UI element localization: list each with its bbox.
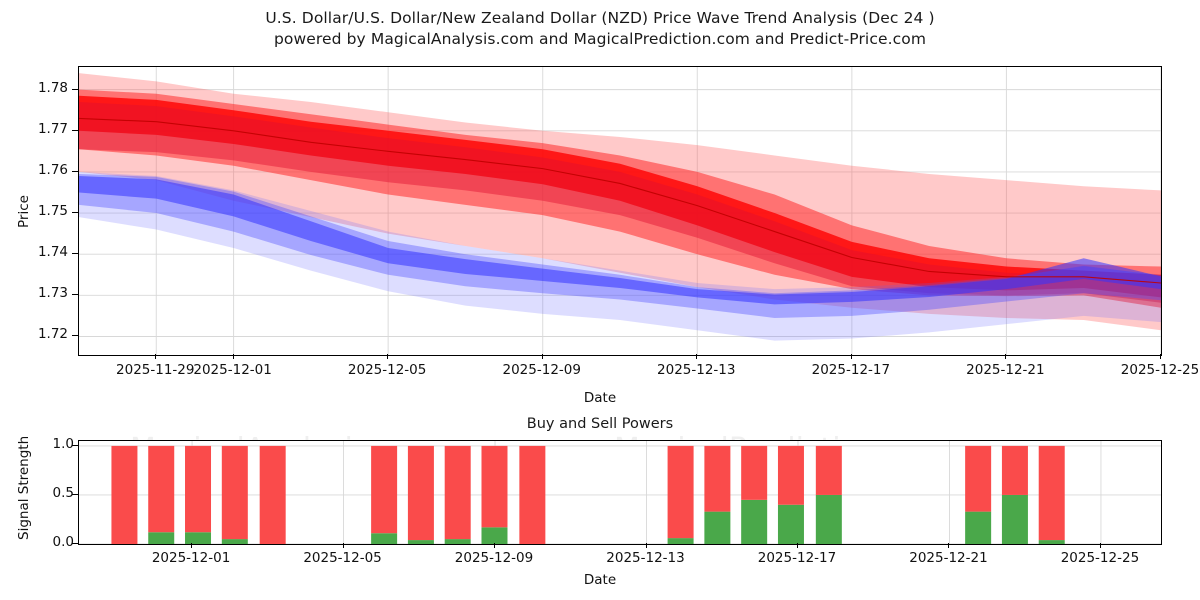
bar-y-tick-label: 1.0 <box>52 435 74 452</box>
bar-buy-segment <box>704 511 731 544</box>
bar-x-tick <box>796 543 798 548</box>
bar-chart-plot-area <box>78 440 1162 545</box>
price-x-tick-label: 2025-12-05 <box>347 362 427 378</box>
price-y-tick <box>72 294 78 296</box>
bar-sell-segment <box>111 445 138 544</box>
price-y-tick <box>72 253 78 255</box>
price-y-tick-label: 1.77 <box>37 120 68 137</box>
bar-x-tick-label: 2025-12-09 <box>454 550 534 566</box>
price-y-tick <box>72 129 78 131</box>
price-x-tick-label: 2025-12-01 <box>193 362 272 378</box>
bar-sell-segment <box>185 445 212 533</box>
bar-buy-segment <box>407 540 434 544</box>
bar-x-tick <box>191 543 193 548</box>
bar-y-tick <box>72 493 78 495</box>
bar-y-tick-label: 0.0 <box>52 534 74 550</box>
bar-buy-segment <box>741 499 768 544</box>
bar-x-tick <box>645 543 647 548</box>
price-x-tick <box>696 354 698 359</box>
price-x-tick-label: 2025-11-29 <box>116 362 195 378</box>
bar-chart-svg <box>79 441 1161 544</box>
bar-x-tick <box>342 543 344 548</box>
bar-y-tick-label: 0.5 <box>52 484 74 501</box>
bar-sell-segment <box>1001 445 1028 495</box>
price-y-tick <box>72 335 78 337</box>
page-title: U.S. Dollar/U.S. Dollar/New Zealand Doll… <box>0 8 1200 50</box>
bar-sell-segment <box>221 445 248 540</box>
price-y-tick-label: 1.76 <box>37 161 68 178</box>
price-chart-svg <box>79 67 1161 355</box>
price-x-tick-label: 2025-12-25 <box>1120 362 1200 378</box>
price-x-tick <box>1160 354 1161 359</box>
price-y-tick-label: 1.72 <box>37 326 68 343</box>
price-y-tick <box>72 170 78 172</box>
price-x-tick-label: 2025-12-13 <box>657 362 736 378</box>
bar-buy-segment <box>815 494 842 544</box>
bar-sell-segment <box>371 445 398 534</box>
bar-x-axis-title: Date <box>583 572 617 588</box>
bar-sell-segment <box>667 445 694 539</box>
bar-x-tick <box>1099 543 1101 548</box>
price-x-tick <box>1005 354 1007 359</box>
bar-x-tick-label: 2025-12-13 <box>606 550 685 566</box>
bar-buy-segment <box>221 539 248 544</box>
bar-sell-segment <box>407 445 434 541</box>
price-x-tick-label: 2025-12-17 <box>811 362 891 378</box>
price-y-tick-label: 1.74 <box>37 244 68 261</box>
bar-buy-segment <box>965 511 992 544</box>
price-y-tick-label: 1.78 <box>37 79 68 96</box>
bar-sell-segment <box>481 445 508 528</box>
price-y-tick <box>72 88 78 90</box>
bar-x-tick-label: 2025-12-25 <box>1060 550 1140 566</box>
bar-sell-segment <box>741 445 768 500</box>
bar-buy-segment <box>148 532 175 544</box>
price-y-tick-label: 1.73 <box>37 285 68 302</box>
price-x-tick <box>232 354 234 359</box>
bar-sell-segment <box>259 445 286 544</box>
price-x-tick-label: 2025-12-09 <box>502 362 581 378</box>
price-x-tick <box>155 354 157 359</box>
bar-x-tick <box>494 543 496 548</box>
bar-buy-segment <box>444 539 471 544</box>
bar-x-tick <box>948 543 950 548</box>
bar-chart-title: Buy and Sell Powers <box>526 416 674 432</box>
bar-buy-segment <box>1038 540 1065 544</box>
price-y-tick-label: 1.75 <box>37 203 68 220</box>
bar-x-tick-label: 2025-12-01 <box>151 550 231 566</box>
title-line-2: powered by MagicalAnalysis.com and Magic… <box>273 30 927 48</box>
bar-sell-segment <box>444 445 471 540</box>
bar-buy-segment <box>185 532 212 544</box>
price-chart-plot-area <box>78 66 1162 356</box>
price-y-tick <box>72 212 78 214</box>
bar-sell-segment <box>519 445 546 544</box>
price-x-tick <box>387 354 389 359</box>
price-x-tick-label: 2025-12-21 <box>966 362 1045 378</box>
bar-sell-segment <box>1038 445 1065 541</box>
bar-sell-segment <box>965 445 992 512</box>
bar-sell-segment <box>148 445 175 533</box>
bar-buy-segment <box>777 504 804 544</box>
title-line-1: U.S. Dollar/U.S. Dollar/New Zealand Doll… <box>265 9 935 27</box>
price-x-axis-title: Date <box>583 390 617 406</box>
bar-x-tick-label: 2025-12-17 <box>757 550 837 566</box>
bar-buy-segment <box>667 538 694 544</box>
bar-y-tick <box>72 543 78 544</box>
bar-y-axis-title: Signal Strength <box>16 435 32 540</box>
bar-buy-segment <box>1001 494 1028 544</box>
bar-buy-segment <box>371 533 398 544</box>
price-x-tick <box>850 354 852 359</box>
price-x-tick <box>541 354 543 359</box>
bar-sell-segment <box>815 445 842 495</box>
bar-x-tick-label: 2025-12-05 <box>303 550 382 566</box>
bar-x-tick-label: 2025-12-21 <box>909 550 988 566</box>
price-y-axis-title: Price <box>16 195 32 228</box>
bar-buy-segment <box>481 527 508 544</box>
bar-sell-segment <box>777 445 804 505</box>
bar-sell-segment <box>704 445 731 512</box>
bar-y-tick <box>72 444 78 446</box>
